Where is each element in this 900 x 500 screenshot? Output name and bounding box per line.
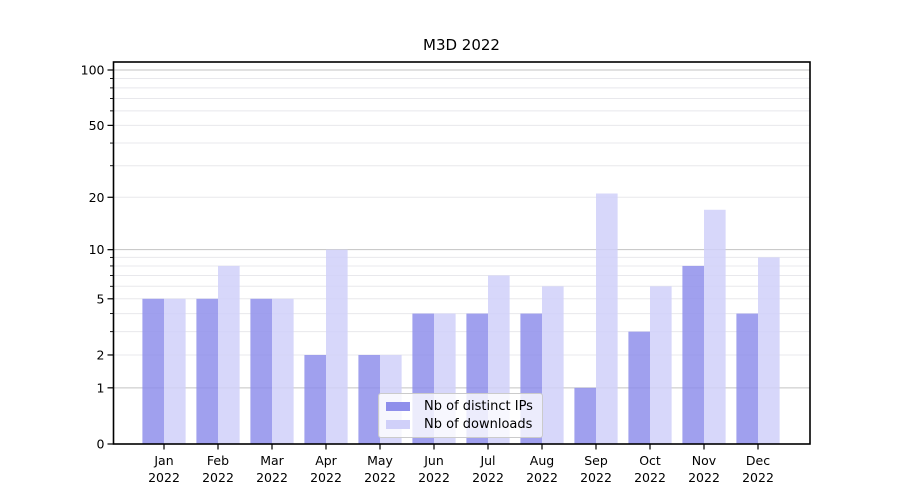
distinct-ips-swatch-icon [386,402,410,412]
bar-downloads-apr [326,249,348,444]
bar-distinct-ips-sep [574,387,596,444]
bar-distinct-ips-oct [628,331,650,444]
x-tick-label-may: May 2022 [364,453,396,485]
bar-distinct-ips-feb [196,298,218,444]
bar-distinct-ips-jan [142,298,164,444]
bar-downloads-nov [704,209,726,444]
y-tick-label: 50 [89,118,105,133]
y-tick-label: 100 [81,63,105,78]
bar-downloads-aug [542,286,564,444]
bar-downloads-feb [218,265,240,444]
x-tick-label-sep: Sep 2022 [580,453,612,485]
y-tick-label: 2 [97,347,105,362]
bar-downloads-dec [758,257,780,444]
x-tick-label-jul: Jul 2022 [472,453,504,485]
x-tick-label-nov: Nov 2022 [688,453,720,485]
legend-label-distinct-ips: Nb of distinct IPs [424,399,533,415]
bar-distinct-ips-mar [250,298,272,444]
x-tick-label-jun: Jun 2022 [418,453,450,485]
y-tick-label: 1 [97,380,105,395]
bar-distinct-ips-apr [304,354,326,444]
axes-spines [112,61,811,445]
bar-distinct-ips-nov [682,265,704,444]
x-tick-label-aug: Aug 2022 [526,453,558,485]
legend-item-distinct-ips: Nb of distinct IPs [386,399,536,414]
y-tick-label: 20 [89,190,105,205]
bar-distinct-ips-may [358,354,380,444]
x-tick-label-oct: Oct 2022 [634,453,666,485]
bar-downloads-jan [164,298,186,444]
bar-downloads-mar [272,298,294,444]
chart-title: M3D 2022 [423,36,500,54]
x-tick-label-feb: Feb 2022 [202,453,234,485]
x-tick-label-dec: Dec 2022 [742,453,774,485]
legend-item-downloads: Nb of downloads [386,417,536,432]
downloads-swatch-icon [386,419,410,429]
x-tick-label-jan: Jan 2022 [148,453,180,485]
y-tick-label: 10 [89,242,105,257]
legend: Nb of distinct IPs Nb of downloads [378,393,543,438]
y-tick-label: 5 [97,291,105,306]
bar-distinct-ips-dec [736,313,758,444]
x-tick-label-mar: Mar 2022 [256,453,288,485]
x-tick-label-apr: Apr 2022 [310,453,342,485]
legend-label-downloads: Nb of downloads [424,416,533,432]
bar-downloads-oct [650,286,672,444]
bar-downloads-sep [596,193,618,444]
y-tick-label: 0 [97,437,105,452]
